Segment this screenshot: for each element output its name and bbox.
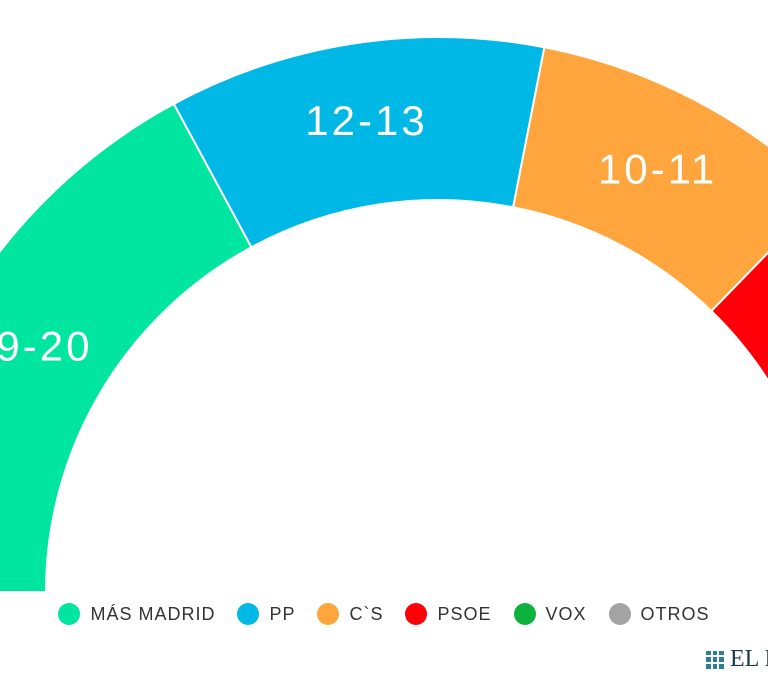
legend-label-4: VOX [545, 603, 587, 624]
legend-swatch-5 [608, 603, 631, 625]
legend-swatch-3 [405, 603, 428, 625]
slice-label-0: 19-20 [0, 323, 92, 370]
legend-item-0: MÁS MADRID [58, 603, 215, 625]
slice-label-1: 12-13 [305, 97, 427, 144]
slice-3 [709, 251, 768, 383]
legend-swatch-1 [237, 603, 260, 625]
legend-item-1: PP [237, 603, 295, 625]
legend-item-3: PSOE [405, 603, 491, 625]
brand-logo: EL I [706, 646, 768, 673]
legend-item-2: C`S [317, 603, 383, 625]
brand-wordmark: EL I [730, 646, 768, 672]
legend-label-0: MÁS MADRID [90, 603, 216, 624]
slice-2 [511, 46, 768, 313]
slice-0 [0, 102, 253, 593]
legend-label-5: OTROS [640, 603, 710, 624]
legend-label-3: PSOE [437, 603, 492, 624]
brand-grid-icon [706, 650, 724, 669]
legend-swatch-2 [317, 603, 340, 625]
legend-swatch-4 [513, 603, 536, 625]
chart-legend: MÁS MADRID PP C`S PSOE VOX OTROS [0, 598, 768, 630]
legend-swatch-0 [58, 603, 81, 625]
legend-item-5: OTROS [608, 603, 710, 625]
legend-item-4: VOX [513, 603, 587, 625]
slice-label-2: 10-11 [598, 146, 717, 193]
legend-label-1: PP [269, 603, 296, 624]
legend-label-2: C`S [349, 603, 384, 624]
